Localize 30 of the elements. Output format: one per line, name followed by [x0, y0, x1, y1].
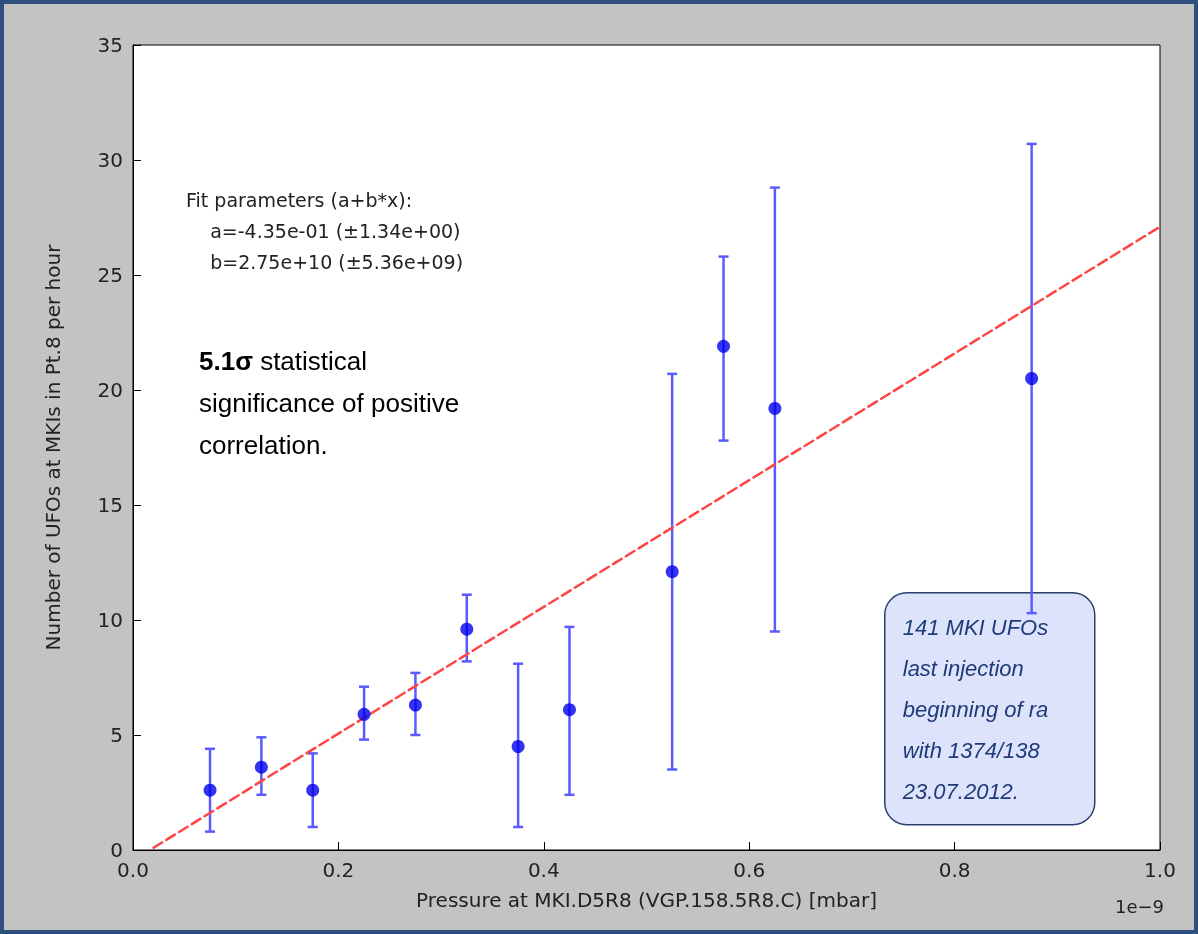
point [717, 339, 731, 353]
point [768, 401, 782, 415]
y-axis-title: Number of UFOs at MKIs in Pt.8 per hour [41, 243, 65, 651]
x-axis-title: Pressure at MKI.D5R8 (VGP.158.5R8.C) [mbar] [416, 888, 877, 912]
annotation: 141 MKI UFOs last injection beginning of ra with 1374/138 23.07.2012. [901, 614, 1049, 804]
y-tick-label: 20 [97, 378, 123, 402]
annotation: Fit parameters (a+b*x): a=-4.35e-01 (±1.34e+00) b=2.75e+10 (±5.36e+09) [186, 188, 464, 273]
x-tick-label: 1.0 [1144, 858, 1176, 882]
x-tick-label: 0.4 [527, 858, 560, 882]
point [306, 783, 320, 797]
y-tick-label: 10 [97, 608, 123, 632]
x-tick-label: 0.6 [733, 858, 766, 882]
y-tick-label: 5 [110, 723, 123, 747]
x-tick-label: 0.8 [938, 858, 971, 882]
y-tick-label: 15 [97, 493, 123, 517]
point [357, 707, 371, 721]
point [1025, 372, 1039, 385]
y-tick-label: 35 [97, 33, 123, 57]
text: 1e−9 [1114, 895, 1164, 917]
x-tick-label: 0.2 [322, 858, 355, 882]
point [665, 565, 679, 579]
point [408, 698, 422, 712]
point [254, 760, 268, 774]
point [511, 740, 525, 753]
point [562, 703, 576, 717]
point [203, 783, 217, 797]
annotation: 5.1σ statistical significance of positive correlation. [199, 346, 460, 460]
y-tick-label: 25 [97, 263, 123, 287]
point [460, 622, 474, 636]
y-tick-label: 30 [97, 148, 123, 172]
